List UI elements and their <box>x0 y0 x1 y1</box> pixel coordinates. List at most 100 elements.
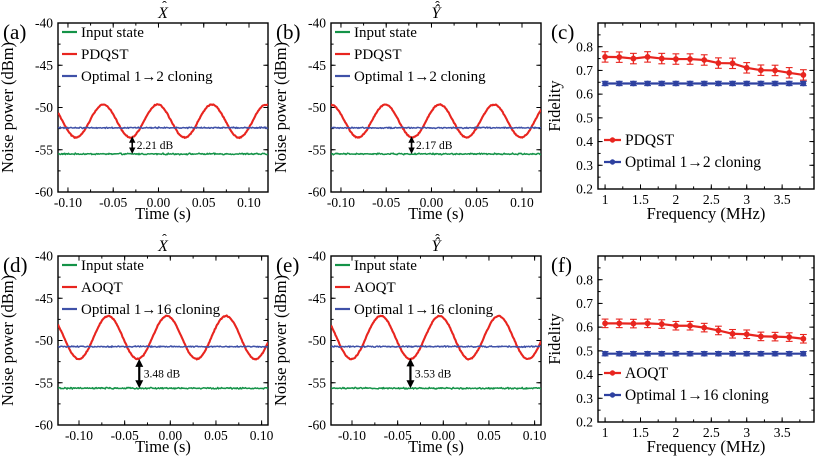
y-tick-label: -55 <box>308 142 326 157</box>
data-marker <box>673 350 679 357</box>
x-tick-label: 0.05 <box>477 428 501 443</box>
data-marker <box>673 56 679 62</box>
plot-area <box>331 314 541 390</box>
y-tick-label: 0.4 <box>576 134 593 149</box>
data-marker <box>800 80 807 87</box>
y-axis-label: Noise power (dBm) <box>271 42 290 173</box>
data-marker <box>743 331 750 338</box>
y-tick-label: 0.4 <box>576 367 593 382</box>
data-marker <box>602 80 608 87</box>
series-flat <box>331 345 541 349</box>
y-tick-label: -60 <box>308 418 326 433</box>
y-axis-label: Fidelity <box>545 313 564 365</box>
x-tick-label: 1.5 <box>632 192 649 207</box>
legend-label: Input state <box>354 258 417 274</box>
legend-marker <box>609 137 616 143</box>
x-tick-label: 0.10 <box>510 195 534 210</box>
series-flat <box>331 126 541 130</box>
y-tick-label: -40 <box>35 249 53 264</box>
data-marker <box>772 333 778 340</box>
x-tick-label: 1.5 <box>632 425 649 440</box>
series-flat <box>331 152 541 156</box>
panel-a: -0.10 -0.05 0.00 0.05 0.10 -40 -45 -50 -55 -60 Tim… <box>0 0 269 223</box>
x-tick-label: -0.05 <box>372 195 400 210</box>
data-marker <box>658 350 665 357</box>
y-tick-label: -60 <box>308 185 326 200</box>
x-tick-label: -0.05 <box>384 428 412 443</box>
y-tick-label: -50 <box>308 100 326 115</box>
x-axis-label: Time (s) <box>135 437 191 456</box>
legend-label: Optimal 1→2 cloning <box>354 69 486 85</box>
data-marker <box>786 69 793 76</box>
data-marker <box>701 350 708 357</box>
plot-area <box>58 103 268 156</box>
data-marker <box>630 320 637 327</box>
data-marker <box>644 350 651 357</box>
data-marker <box>757 350 764 357</box>
plot-area <box>58 314 268 390</box>
y-tick-label: 0.8 <box>576 39 593 54</box>
data-marker <box>687 350 693 357</box>
data-marker <box>772 67 778 74</box>
series-flat <box>58 386 268 390</box>
data-marker <box>616 350 623 357</box>
x-tick-label: -0.10 <box>54 195 82 210</box>
data-marker <box>687 322 693 329</box>
panel-letter: (b) <box>276 20 301 44</box>
legend-label: Optimal 1→16 cloning <box>354 302 494 318</box>
data-marker <box>630 55 637 62</box>
data-marker <box>658 80 665 87</box>
data-marker <box>616 80 623 87</box>
annotation-text: 2.21 dB <box>137 140 174 152</box>
legend-label: PDQST <box>81 47 129 63</box>
data-marker <box>800 335 807 342</box>
x-tick-label: -0.05 <box>111 428 139 443</box>
y-tick-label: -40 <box>308 16 326 31</box>
x-tick-label: 2 <box>673 192 680 207</box>
y-tick-label: -50 <box>35 100 53 115</box>
x-tick-label: 0.10 <box>250 428 274 443</box>
data-marker <box>786 350 793 357</box>
arrow-head-down <box>406 380 415 389</box>
arrow-head-down <box>129 147 136 154</box>
data-marker <box>715 60 722 66</box>
x-tick-label: 1 <box>602 425 609 440</box>
y-tick-label: -60 <box>35 418 53 433</box>
panel-title: Ŷ <box>432 3 443 22</box>
legend-label: PDQST <box>625 132 675 149</box>
annotation-arrow <box>408 136 415 154</box>
data-marker <box>673 80 679 87</box>
y-tick-label: -55 <box>35 142 53 157</box>
x-tick-label: 0.05 <box>465 195 489 210</box>
arrow-head-down <box>135 380 144 389</box>
data-marker <box>715 80 722 87</box>
y-tick-label: -50 <box>35 333 53 348</box>
x-tick-label: 2.5 <box>703 425 720 440</box>
data-marker <box>602 350 608 357</box>
data-marker <box>772 350 778 357</box>
legend-label: Input state <box>81 25 144 41</box>
data-marker <box>701 324 708 331</box>
x-tick-label: 2 <box>673 425 680 440</box>
legend-label: Optimal 1→16 cloning <box>81 302 221 318</box>
y-tick-label: 0.6 <box>576 87 593 102</box>
data-marker <box>616 54 623 61</box>
x-tick-label: 3 <box>743 425 750 440</box>
panel-letter: (c) <box>551 20 574 44</box>
panel-letter: (d) <box>3 253 28 277</box>
panel-c: 1 1.5 2 2.5 3 3.5 0.2 0.3 0.4 0.5 0.6 0.7 0.8 Frequen… <box>545 20 815 223</box>
annotation-text: 2.17 dB <box>416 140 453 152</box>
panel-letter: (e) <box>276 253 299 277</box>
data-marker <box>644 80 651 87</box>
y-axis-label: Fidelity <box>545 80 564 132</box>
panel-b: -0.10 -0.05 0.00 0.05 0.10 -40 -45 -50 -55 -60 Tim… <box>271 0 542 223</box>
x-tick-label: 1 <box>602 192 609 207</box>
x-axis-label: Time (s) <box>408 437 464 456</box>
x-tick-label: 0.10 <box>237 195 261 210</box>
y-tick-label: -60 <box>35 185 53 200</box>
data-marker <box>658 321 665 327</box>
data-marker <box>800 350 807 357</box>
panel-title-hat: ˆ <box>162 233 167 248</box>
